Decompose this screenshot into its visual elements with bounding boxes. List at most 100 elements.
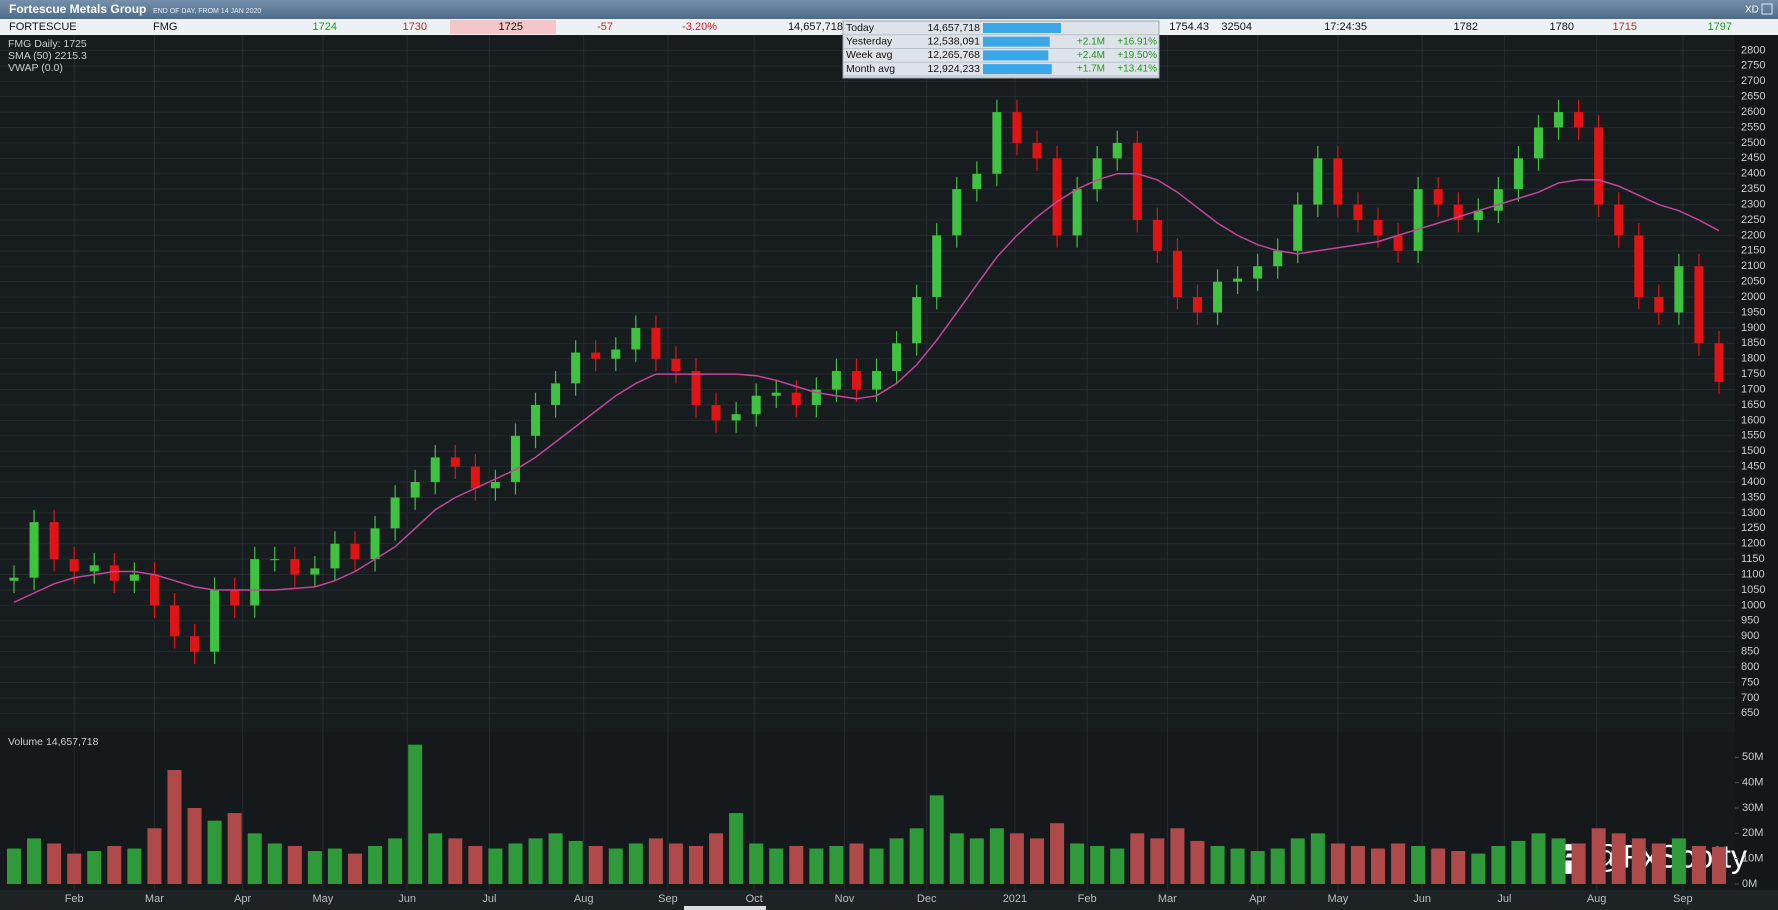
volume-bar [1471,853,1486,884]
title-bar [0,0,1778,19]
volume-bar [528,838,543,884]
x-tick-label: Dec [917,893,937,905]
candle-body [1694,266,1704,344]
date-strip [0,890,1778,910]
x-tick-label: Apr [1249,893,1266,905]
volume-bar [47,843,62,884]
volume-bar [909,828,924,884]
volume-bar [1411,846,1426,884]
candle-body [591,352,601,359]
volume-bar [1230,848,1245,884]
volume-bar [829,846,844,884]
volume-bar [488,848,503,884]
volume-tick-label: 20M [1742,827,1763,839]
candle-body [892,343,902,372]
candle-body [510,435,520,483]
table-pct: +13.41% [1117,64,1157,75]
candle-body [1233,278,1243,282]
volume-bar [388,838,403,884]
candle-body [149,574,159,606]
y-tick-label: 1900 [1741,322,1765,334]
candle-body [1313,158,1323,205]
y-tick-label: 2150 [1741,245,1765,257]
corner-label: XD [1745,5,1759,16]
candle-body [1654,297,1664,313]
x-tick-label: Apr [234,893,251,905]
candle-body [751,395,761,415]
y-tick-label: 1200 [1741,538,1765,550]
candle-body [1273,250,1283,267]
volume-bar [1290,838,1305,884]
x-tick-label: Aug [574,893,594,905]
candle-body [952,189,962,236]
y-tick-label: 2600 [1741,106,1765,118]
price-panel [0,35,1735,732]
candle-body [831,371,841,390]
y-tick-label: 800 [1741,661,1759,673]
volume-bar [368,846,383,884]
table-change: +2.4M [1077,50,1105,61]
candle-body [1674,266,1684,313]
quote-field: 1782 [1454,21,1478,33]
candle-body [631,327,641,350]
candle-body [1614,204,1624,236]
volume-bar [929,795,944,884]
window-button[interactable] [1761,3,1773,15]
x-tick-label: Feb [1078,893,1097,905]
volume-bar [1431,848,1446,884]
candle-body [1072,189,1082,236]
candle-body [230,589,240,606]
candle-body [1132,142,1142,220]
candle-body [1293,204,1303,251]
candle-body [912,297,922,344]
candle-body [872,371,882,390]
volume-tick-label: 0M [1742,878,1757,890]
volume-bar [67,853,82,884]
x-tick-label: Jul [1497,893,1511,905]
y-tick-label: 2200 [1741,229,1765,241]
y-tick-label: 2050 [1741,276,1765,288]
volume-bar [709,833,724,884]
volume-bar [1611,833,1626,884]
table-change: +1.7M [1077,64,1105,75]
volume-bar [1090,846,1105,884]
quote-field: -57 [597,21,613,33]
candle-body [210,589,220,652]
table-bar [983,36,1050,47]
x-tick-label: May [1327,893,1348,905]
volume-bar [468,846,483,884]
candle-body [330,543,340,569]
volume-bar [27,838,42,884]
table-value: 14,657,718 [927,22,980,34]
volume-bar [207,820,222,884]
volume-bar [608,848,623,884]
y-tick-label: 1450 [1741,461,1765,473]
volume-bar [1210,846,1225,884]
volume-bar [769,848,784,884]
volume-bar [267,843,282,884]
candle-body [1634,235,1644,298]
candle-body [109,565,119,581]
candle-body [1433,189,1443,205]
candle-body [1413,189,1423,251]
candle-body [1012,112,1022,143]
y-tick-label: 1950 [1741,306,1765,318]
volume-bar [809,848,824,884]
y-tick-label: 2350 [1741,183,1765,195]
candle-body [1213,281,1223,313]
x-tick-label: Nov [835,893,855,905]
y-tick-label: 1050 [1741,584,1765,596]
y-tick-label: 2100 [1741,260,1765,272]
quote-field: 14,657,718 [788,21,843,33]
volume-bar [1110,848,1125,884]
scrollbar[interactable] [684,906,766,910]
volume-bar [849,843,864,884]
candle-body [1554,112,1564,128]
candle-body [1112,142,1122,159]
x-tick-label: Mar [1158,893,1177,905]
candle-body [811,389,821,405]
volume-bar [689,846,703,884]
volume-bar [1170,828,1185,884]
x-tick-label: Sep [1673,893,1693,905]
table-change: +2.1M [1077,36,1105,47]
